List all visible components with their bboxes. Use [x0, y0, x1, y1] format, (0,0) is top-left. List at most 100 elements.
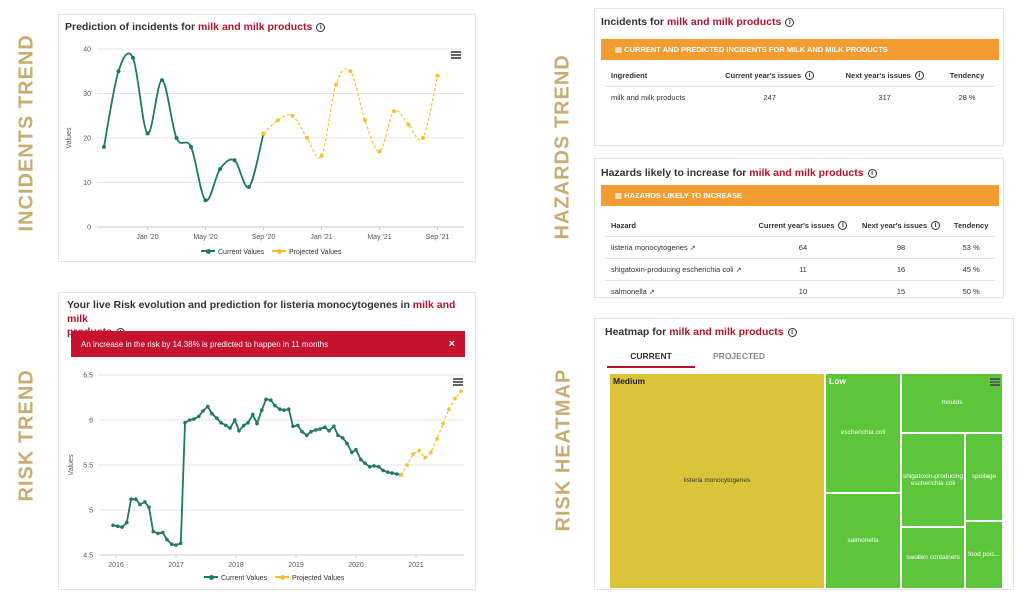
- col-current: Current year's issues i: [709, 65, 831, 87]
- cell-tendency: 53 %: [947, 236, 995, 259]
- data-point: [188, 418, 192, 422]
- cell-current: 247: [708, 86, 831, 108]
- data-point: [411, 452, 415, 456]
- heatmap-tabs: CURRENT PROJECTED: [607, 351, 783, 368]
- cell-label: spoilage: [971, 473, 997, 481]
- x-tick-label: 2020: [348, 562, 364, 569]
- bar-title: CURRENT AND PREDICTED INCIDENTS FOR MILK…: [624, 45, 888, 54]
- info-icon[interactable]: i: [838, 221, 848, 230]
- heatmap-cell-swollen[interactable]: swollen containers: [901, 527, 965, 589]
- data-point: [441, 421, 445, 426]
- data-point: [363, 461, 367, 465]
- data-point: [156, 531, 160, 536]
- data-point: [261, 131, 266, 136]
- data-point: [305, 136, 309, 140]
- data-point: [354, 447, 358, 452]
- tab-current[interactable]: CURRENT: [607, 351, 695, 368]
- data-point: [377, 149, 382, 154]
- heatmap-cell-spoilage[interactable]: spoilage: [965, 433, 1003, 521]
- data-point: [296, 423, 300, 428]
- info-icon[interactable]: i: [931, 221, 941, 230]
- data-point: [273, 403, 277, 408]
- x-tick-label: May '20: [193, 234, 217, 241]
- data-point: [116, 69, 121, 74]
- heatmap-cell-foodpois[interactable]: food pois...: [965, 521, 1003, 589]
- info-icon[interactable]: i: [914, 71, 924, 80]
- y-tick-label: 20: [83, 136, 91, 143]
- level-medium-label: Medium: [613, 376, 646, 386]
- heatmap-cell-stec[interactable]: shigatoxin-producing escherichia coli: [901, 433, 965, 527]
- data-point: [120, 525, 124, 529]
- data-point: [447, 407, 451, 411]
- risk-alert: An increase in the risk by 14.38% is pre…: [71, 331, 465, 357]
- data-point: [381, 468, 385, 473]
- cell-next: 317: [830, 86, 940, 108]
- cell-hazard[interactable]: listeria monocytogenes ↗: [605, 236, 752, 259]
- data-point: [305, 433, 309, 438]
- hazards-bar-header: ▩ HAZARDS LIKELY TO INCREASE: [601, 185, 999, 206]
- risk-trend-label: RISK TREND: [15, 369, 38, 502]
- data-point: [138, 502, 142, 507]
- chart-menu-icon[interactable]: [990, 378, 1000, 386]
- cell-label: moulds: [941, 399, 963, 407]
- cell-current: 64: [751, 236, 855, 259]
- x-tick-label: 2018: [228, 562, 244, 569]
- table-row: milk and milk products 247 317 28 %: [605, 86, 995, 108]
- risk-heatmap-label: RISK HEATMAP: [552, 368, 575, 532]
- heatmap-cell-salmonella[interactable]: salmonella: [825, 493, 901, 589]
- data-point: [323, 425, 327, 429]
- data-point: [192, 417, 196, 421]
- data-point: [435, 437, 439, 441]
- data-point: [392, 109, 396, 114]
- data-point: [336, 433, 340, 438]
- heatmap-cell-listeria[interactable]: Medium listeria monocytogenes: [609, 373, 825, 589]
- chart-menu-icon[interactable]: [453, 378, 463, 386]
- data-point: [228, 426, 232, 430]
- cell-label: salmonella: [847, 537, 879, 545]
- external-link-icon[interactable]: ↗: [648, 289, 655, 296]
- cell-tendency: 45 %: [947, 258, 995, 281]
- data-point: [224, 423, 228, 428]
- cell-current: 11: [751, 258, 855, 281]
- cell-hazard[interactable]: shigatoxin-producing escherichia coli ↗: [605, 258, 752, 281]
- cell-label: listeria monocytogenes: [683, 477, 751, 485]
- incidents-prediction-panel: Prediction of incidents for milk and mil…: [58, 14, 476, 262]
- data-point: [201, 409, 205, 413]
- heatmap-cell-moulds[interactable]: moulds: [901, 373, 1003, 433]
- risk-evolution-panel: Your live Risk evolution and prediction …: [58, 292, 476, 590]
- heatmap-panel: Heatmap for milk and milk products i CURR…: [594, 318, 1014, 590]
- y-axis-label: Values: [68, 454, 75, 475]
- data-point: [125, 520, 129, 525]
- data-point: [314, 428, 318, 432]
- data-point: [287, 407, 291, 411]
- data-point: [406, 122, 411, 127]
- x-tick-label: 2017: [168, 562, 184, 569]
- heatmap-cell-ecoli[interactable]: Low escherichia coli: [825, 373, 901, 493]
- data-point: [350, 450, 354, 455]
- cell-hazard[interactable]: salmonella ↗: [605, 280, 752, 297]
- series-line-projected: [400, 390, 462, 476]
- incidents-table: Ingredient Current year's issues i Next y…: [605, 65, 995, 108]
- data-point: [309, 429, 313, 434]
- info-icon[interactable]: i: [785, 18, 795, 27]
- cell-next: 16: [854, 258, 948, 281]
- data-point: [429, 450, 433, 455]
- external-link-icon[interactable]: ↗: [735, 267, 742, 274]
- cell-current: 10: [751, 280, 855, 297]
- data-point: [368, 465, 372, 469]
- title-highlight: milk and milk products: [669, 326, 784, 338]
- external-link-icon[interactable]: ↗: [689, 245, 696, 252]
- chart-menu-icon[interactable]: [451, 51, 461, 59]
- data-point: [246, 420, 250, 425]
- x-tick-label: Sep '21: [426, 234, 450, 241]
- info-icon[interactable]: i: [805, 71, 815, 80]
- table-row: listeria monocytogenes ↗ 64 98 53 %: [605, 236, 995, 259]
- y-tick-label: 6: [89, 418, 93, 425]
- tab-projected[interactable]: PROJECTED: [713, 351, 765, 361]
- data-point: [341, 436, 345, 440]
- info-icon[interactable]: i: [867, 169, 877, 178]
- data-point: [129, 497, 133, 501]
- info-icon[interactable]: i: [316, 23, 326, 32]
- alert-close-button[interactable]: ×: [448, 338, 455, 350]
- info-icon[interactable]: i: [787, 328, 797, 337]
